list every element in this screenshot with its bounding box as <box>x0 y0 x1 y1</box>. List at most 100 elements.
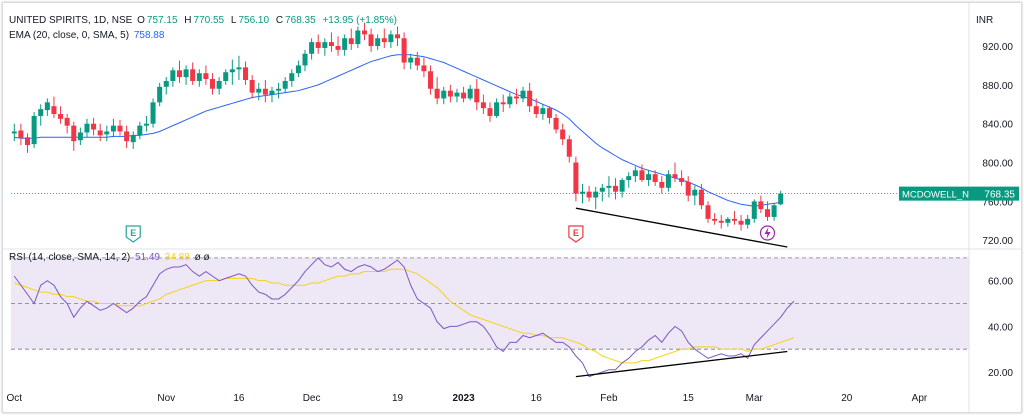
candle-body <box>487 108 493 116</box>
candle-body <box>520 90 526 99</box>
candle-body <box>533 106 539 114</box>
candle-body <box>110 125 116 132</box>
candle-body <box>335 46 341 50</box>
candle-body <box>553 117 559 130</box>
candle-body <box>560 129 566 140</box>
candle-body <box>428 71 434 89</box>
candle-body <box>758 201 764 210</box>
flash-icon <box>764 227 771 239</box>
candle-body <box>764 209 771 217</box>
candle-body <box>77 132 83 141</box>
candle-body <box>163 80 169 87</box>
high-label: H <box>184 15 192 26</box>
rsi-axis-label: 60.00 <box>988 277 1013 288</box>
candle-body <box>632 170 638 177</box>
price-trendline[interactable] <box>575 207 788 248</box>
candle-body <box>355 30 361 45</box>
candle-body <box>480 102 486 109</box>
candle-body <box>243 67 249 81</box>
ema-legend[interactable]: EMA (20, close, 0, SMA, 5) 758.88 <box>9 30 166 41</box>
candle-body <box>196 73 202 81</box>
candle-body <box>414 57 420 66</box>
candle-body <box>176 70 182 78</box>
high-value: 770.55 <box>193 15 225 26</box>
candle-body <box>157 86 163 103</box>
price-axis-label: 920.00 <box>982 42 1013 53</box>
price-axis[interactable]: 720.00 760.00 800.00 840.00 880.00 920.00 20.0… <box>982 42 1013 379</box>
rsi-extra: ø ø <box>194 252 210 263</box>
candle-body <box>421 65 427 72</box>
candle-body <box>698 189 704 206</box>
rsi-axis-label: 20.00 <box>988 368 1013 379</box>
time-axis-label: Apr <box>912 393 928 404</box>
candle-body <box>44 102 50 111</box>
candle-body <box>18 130 24 139</box>
candle-body <box>38 109 44 116</box>
symbol-legend[interactable]: UNITED SPIRITS, 1D, NSE O 757.15 H 770.55 … <box>9 15 399 26</box>
symbol-tag-bg <box>899 186 969 201</box>
candle-body <box>652 174 658 182</box>
candle-body <box>229 69 235 73</box>
time-axis-label: 19 <box>392 393 404 404</box>
earnings-marker-shape <box>568 225 584 243</box>
open-value: 757.15 <box>146 15 178 26</box>
candle-body <box>745 218 751 225</box>
candle-body <box>461 92 467 99</box>
candle-body <box>467 88 473 99</box>
time-axis-label: 15 <box>683 393 695 404</box>
candle-body <box>97 130 103 136</box>
time-axis[interactable]: Oct Nov 16 Dec 19 2023 16 Feb 15 Mar 20 Apr <box>7 393 928 404</box>
chart-canvas[interactable]: 720.00 760.00 800.00 840.00 880.00 920.00 20.0… <box>3 3 1021 412</box>
candle-body <box>262 88 268 95</box>
candle-body <box>401 38 407 63</box>
candle-body <box>408 57 414 63</box>
candle-body <box>474 88 480 103</box>
low-value: 756.10 <box>238 15 270 26</box>
ema-value: 758.88 <box>133 30 165 41</box>
flash-event-icon[interactable] <box>759 225 776 241</box>
candle-body <box>282 80 288 89</box>
candle-body <box>137 125 143 136</box>
ema-path <box>14 54 781 207</box>
candle-body <box>546 108 552 118</box>
candle-body <box>117 125 123 132</box>
rsi-legend[interactable]: RSI (14, close, SMA, 14, 2) 51.49 34.88 … <box>9 252 212 263</box>
ema-line <box>14 54 781 207</box>
candle-body <box>639 170 645 181</box>
candle-body <box>725 218 731 223</box>
candle-body <box>236 67 242 70</box>
candle-body <box>104 131 110 135</box>
trendlines[interactable] <box>575 207 788 378</box>
earnings-marker-label: E <box>573 228 579 238</box>
rsi-ma-value: 34.88 <box>164 252 190 263</box>
candle-body <box>91 123 97 130</box>
candle-body <box>731 218 737 221</box>
candle-body <box>84 123 90 133</box>
candle-body <box>375 38 381 47</box>
earnings-marker-label: E <box>130 228 136 238</box>
earnings-marker-past[interactable]: E <box>125 225 141 243</box>
candle-body <box>381 38 387 43</box>
time-axis-label: Mar <box>746 393 764 404</box>
candle-body <box>190 69 196 81</box>
candle-body <box>64 117 70 126</box>
candle-body <box>394 34 401 39</box>
price-axis-label: 760.00 <box>982 197 1013 208</box>
candle-body <box>685 181 691 196</box>
candle-body <box>659 181 665 188</box>
candle-body <box>11 131 17 134</box>
rsi-trendline[interactable] <box>575 350 788 378</box>
candle-body <box>573 162 579 194</box>
candle-body <box>209 79 216 89</box>
candle-body <box>665 174 671 188</box>
candle-body <box>527 90 533 107</box>
candle-body <box>388 34 394 43</box>
earnings-marker-recent[interactable]: E <box>568 225 584 243</box>
candle-body <box>71 125 77 142</box>
open-label: O <box>137 15 145 26</box>
candle-body <box>447 90 453 97</box>
candle-body <box>309 42 315 54</box>
rsi-lines <box>13 257 795 378</box>
